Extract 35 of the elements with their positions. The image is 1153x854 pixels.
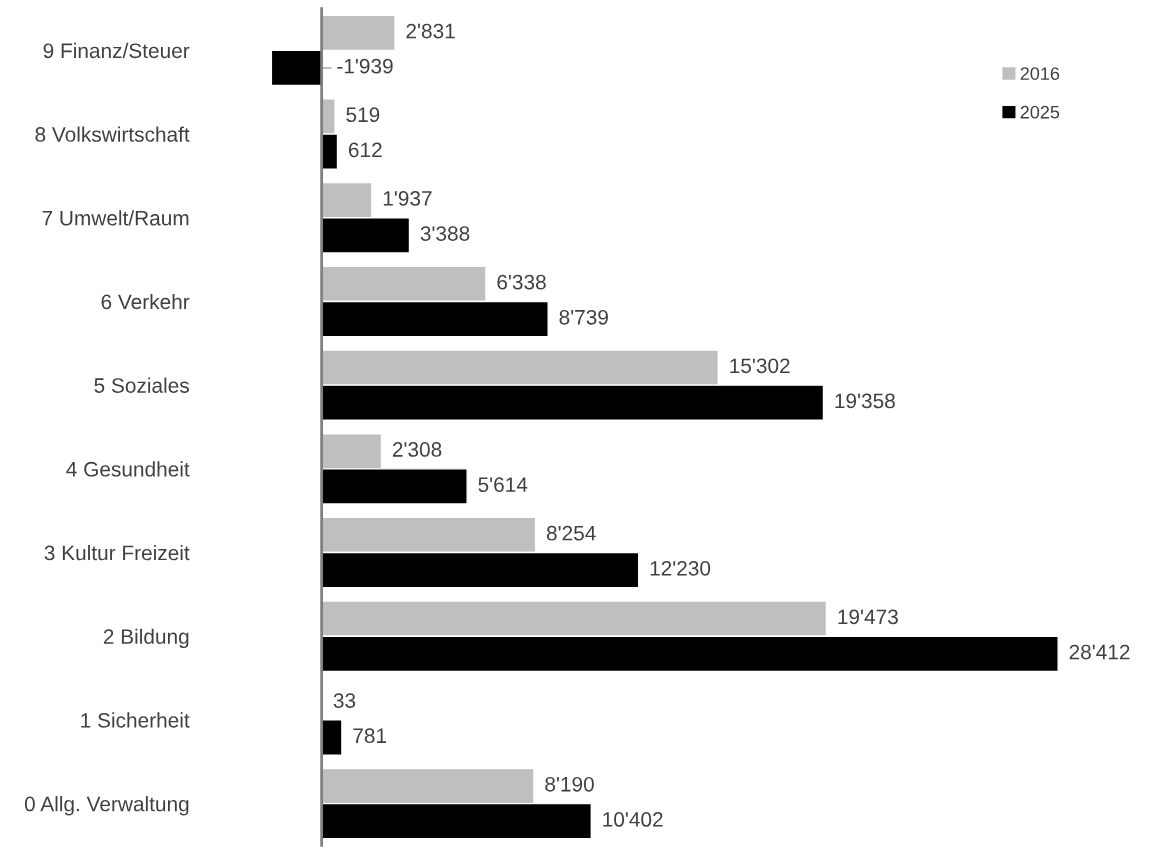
legend-label: 2016 bbox=[1020, 67, 1060, 80]
data-label: 8'254 bbox=[546, 525, 596, 541]
y-tick-label: 6 Verkehr bbox=[101, 293, 190, 310]
legend-label: 2025 bbox=[1020, 105, 1060, 119]
bar bbox=[320, 719, 343, 756]
data-label: 2'308 bbox=[392, 442, 442, 457]
y-tick-label: 2 Bildung bbox=[103, 628, 189, 649]
data-label: 19'358 bbox=[835, 393, 895, 409]
data-label: 6'338 bbox=[497, 274, 546, 290]
data-label: 8'190 bbox=[545, 776, 594, 792]
data-label: 15'302 bbox=[730, 358, 790, 374]
data-label: 8'739 bbox=[559, 309, 608, 325]
data-label: -1'939 bbox=[337, 58, 393, 74]
data-label: 781 bbox=[353, 728, 387, 744]
data-label: 612 bbox=[348, 142, 382, 158]
bar bbox=[320, 14, 396, 52]
y-tick-label: 4 Gesundheit bbox=[66, 461, 190, 477]
y-tick-label: 5 Soziales bbox=[94, 377, 189, 393]
data-label: 19'473 bbox=[838, 609, 898, 625]
y-tick-label: 8 Volkswirtschaft bbox=[35, 126, 190, 142]
y-tick-label: 7 Umwelt/Raum bbox=[42, 210, 189, 226]
y-tick-label: 0 Allg. Verwaltung bbox=[24, 796, 189, 816]
data-label: 5'614 bbox=[478, 477, 528, 493]
data-label: 1'937 bbox=[383, 191, 432, 206]
data-label: 12'230 bbox=[650, 560, 711, 576]
data-label: 33 bbox=[333, 693, 356, 708]
data-label: 28'412 bbox=[1069, 644, 1130, 660]
data-label: 2'831 bbox=[406, 23, 455, 39]
data-label: 519 bbox=[346, 107, 380, 123]
data-label: 10'402 bbox=[603, 812, 663, 827]
bar bbox=[270, 49, 323, 87]
y-tick-label: 3 Kultur Freizeit bbox=[44, 544, 190, 561]
data-label: 3'388 bbox=[420, 226, 470, 241]
y-tick-label: 9 Finanz/Steuer bbox=[43, 42, 190, 59]
y-tick-label: 1 Sicherheit bbox=[81, 712, 190, 728]
